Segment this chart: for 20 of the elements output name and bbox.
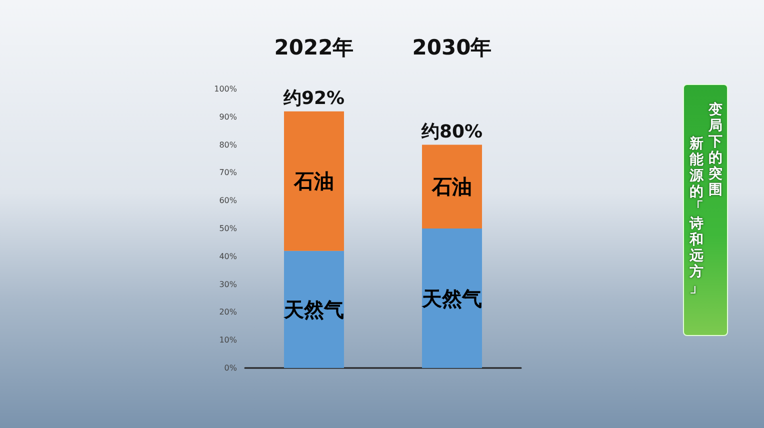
y-tick-label: 100% bbox=[214, 84, 238, 94]
y-tick-label: 40% bbox=[219, 252, 238, 261]
text: 天然气 bbox=[422, 286, 482, 310]
total-label: 约80% bbox=[420, 121, 483, 142]
y-tick-label: 80% bbox=[219, 140, 238, 150]
series-label: 石油 bbox=[293, 169, 334, 194]
y-tick-label: 60% bbox=[219, 196, 238, 206]
y-tick-label: 50% bbox=[219, 224, 238, 233]
series-label: 天然气 bbox=[283, 297, 344, 322]
x-tick-label: 2022年 bbox=[274, 36, 354, 60]
total-label: 约92% bbox=[282, 88, 345, 109]
y-tick-label: 10% bbox=[219, 336, 238, 345]
y-tick-label: 90% bbox=[219, 112, 238, 122]
text: 石油 bbox=[432, 174, 472, 199]
y-tick-label: 0% bbox=[224, 364, 238, 372]
banner: 变局下的突围 新能源的「诗和远方」 bbox=[683, 84, 728, 336]
y-tick-label: 70% bbox=[219, 168, 238, 178]
x-tick-label: 2030年 bbox=[412, 36, 492, 60]
y-tick-label: 20% bbox=[219, 308, 238, 317]
y-tick-label: 30% bbox=[219, 280, 238, 289]
